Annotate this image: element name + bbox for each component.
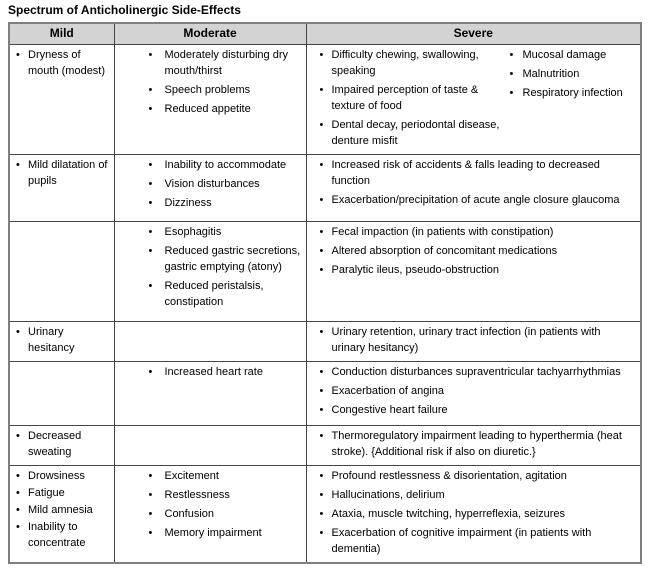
cell-mild bbox=[8, 360, 115, 426]
bullet-list: Excitement Restlessness Confusion Memory im… bbox=[117, 468, 303, 541]
side-effects-table: Mild Moderate Severe Dryness of mouth (m… bbox=[8, 22, 642, 564]
cell-severe: Increased risk of accidents & falls lead… bbox=[305, 153, 642, 222]
column-header-moderate: Moderate bbox=[113, 22, 307, 45]
bullet-item: Conduction disturbances supraventricular… bbox=[309, 364, 638, 380]
bullet-item: Inability to accommodate bbox=[117, 157, 303, 173]
cell-mild: Mild dilatation of pupils bbox=[8, 153, 115, 222]
bullet-item: Reduced peristalsis, constipation bbox=[117, 278, 303, 310]
bullet-item: Exacerbation of angina bbox=[309, 383, 638, 399]
bullet-item: Malnutrition bbox=[505, 66, 638, 82]
table-row: Esophagitis Reduced gastric secretions, g… bbox=[8, 220, 642, 322]
bullet-item: Esophagitis bbox=[117, 224, 303, 240]
bullet-list: Esophagitis Reduced gastric secretions, g… bbox=[117, 224, 303, 310]
bullet-list: Thermoregulatory impairment leading to h… bbox=[309, 428, 638, 460]
bullet-item: Moderately disturbing dry mouth/thirst bbox=[117, 47, 303, 79]
bullet-list: DrowsinessFatigueMild amnesiaInability t… bbox=[12, 468, 111, 551]
bullet-item: Restlessness bbox=[117, 487, 303, 503]
bullet-list: Mild dilatation of pupils bbox=[12, 157, 111, 189]
cell-moderate: Increased heart rate bbox=[113, 360, 307, 426]
bullet-item: Drowsiness bbox=[12, 468, 111, 484]
bullet-list: Dryness of mouth (modest) bbox=[12, 47, 111, 79]
bullet-list: Difficulty chewing, swallowing, speaking… bbox=[309, 47, 505, 152]
bullet-item: Paralytic ileus, pseudo-obstruction bbox=[309, 262, 638, 278]
bullet-list: Urinary retention, urinary tract infecti… bbox=[309, 324, 638, 356]
bullet-item: Difficulty chewing, swallowing, speaking bbox=[309, 47, 505, 79]
cell-moderate bbox=[113, 320, 307, 362]
bullet-item: Dizziness bbox=[117, 195, 303, 211]
cell-mild: DrowsinessFatigueMild amnesiaInability t… bbox=[8, 464, 115, 563]
cell-severe: Difficulty chewing, swallowing, speaking… bbox=[305, 43, 642, 155]
bullet-item: Excitement bbox=[117, 468, 303, 484]
bullet-list: Increased heart rate bbox=[117, 364, 303, 380]
cell-mild: Urinary hesitancy bbox=[8, 320, 115, 362]
bullet-item: Vision disturbances bbox=[117, 176, 303, 192]
bullet-item: Increased heart rate bbox=[117, 364, 303, 380]
bullet-item: Fecal impaction (in patients with consti… bbox=[309, 224, 638, 240]
bullet-item: Fatigue bbox=[12, 485, 111, 501]
bullet-item: Profound restlessness & disorientation, … bbox=[309, 468, 638, 484]
bullet-list: Conduction disturbances supraventricular… bbox=[309, 364, 638, 418]
cell-moderate: Inability to accommodate Vision disturban… bbox=[113, 153, 307, 222]
bullet-list: Profound restlessness & disorientation, … bbox=[309, 468, 638, 557]
bullet-item: Inability to concentrate bbox=[12, 519, 111, 551]
cell-severe: Urinary retention, urinary tract infecti… bbox=[305, 320, 642, 362]
table-row: Increased heart rate Conduction disturban… bbox=[8, 360, 642, 426]
bullet-list: Fecal impaction (in patients with consti… bbox=[309, 224, 638, 278]
bullet-item: Reduced appetite bbox=[117, 101, 303, 117]
cell-severe: Thermoregulatory impairment leading to h… bbox=[305, 424, 642, 466]
cell-moderate: Esophagitis Reduced gastric secretions, g… bbox=[113, 220, 307, 322]
bullet-item: Respiratory infection bbox=[505, 85, 638, 101]
cell-severe: Fecal impaction (in patients with consti… bbox=[305, 220, 642, 322]
bullet-item: Urinary hesitancy bbox=[12, 324, 111, 356]
cell-moderate bbox=[113, 424, 307, 466]
bullet-list: Increased risk of accidents & falls lead… bbox=[309, 157, 638, 208]
bullet-item: Congestive heart failure bbox=[309, 402, 638, 418]
bullet-item: Increased risk of accidents & falls lead… bbox=[309, 157, 638, 189]
bullet-item: Memory impairment bbox=[117, 525, 303, 541]
table-row: Urinary hesitancy Urinary retention, urin… bbox=[8, 320, 642, 362]
cell-mild: Decreased sweating bbox=[8, 424, 115, 466]
bullet-item: Reduced gastric secretions, gastric empt… bbox=[117, 243, 303, 275]
bullet-item: Thermoregulatory impairment leading to h… bbox=[309, 428, 638, 460]
bullet-item: Dental decay, periodontal disease, dentu… bbox=[309, 117, 505, 149]
bullet-list: Mucosal damage Malnutrition Respiratory in… bbox=[505, 47, 638, 152]
table-row: DrowsinessFatigueMild amnesiaInability t… bbox=[8, 464, 642, 563]
bullet-item: Exacerbation/precipitation of acute angl… bbox=[309, 192, 638, 208]
bullet-item: Ataxia, muscle twitching, hyperreflexia,… bbox=[309, 506, 638, 522]
cell-mild bbox=[8, 220, 115, 322]
cell-moderate: Excitement Restlessness Confusion Memory im… bbox=[113, 464, 307, 563]
bullet-item: Exacerbation of cognitive impairment (in… bbox=[309, 525, 638, 557]
cell-moderate: Moderately disturbing dry mouth/thirst Sp… bbox=[113, 43, 307, 155]
bullet-item: Urinary retention, urinary tract infecti… bbox=[309, 324, 638, 356]
bullet-item: Dryness of mouth (modest) bbox=[12, 47, 111, 79]
table-row: Dryness of mouth (modest)Moderately dist… bbox=[8, 43, 642, 155]
bullet-item: Mild amnesia bbox=[12, 502, 111, 518]
bullet-list: Decreased sweating bbox=[12, 428, 111, 460]
header-row: Mild Moderate Severe bbox=[8, 22, 642, 45]
severe-split-columns: Difficulty chewing, swallowing, speaking… bbox=[309, 47, 638, 152]
column-header-mild: Mild bbox=[8, 22, 115, 45]
cell-severe: Conduction disturbances supraventricular… bbox=[305, 360, 642, 426]
table-row: Mild dilatation of pupilsInability to ac… bbox=[8, 153, 642, 222]
column-header-severe: Severe bbox=[305, 22, 642, 45]
table-body: Dryness of mouth (modest)Moderately dist… bbox=[8, 43, 642, 563]
bullet-item: Mucosal damage bbox=[505, 47, 638, 63]
table-row: Decreased sweating Thermoregulatory impai… bbox=[8, 424, 642, 466]
bullet-item: Mild dilatation of pupils bbox=[12, 157, 111, 189]
bullet-item: Altered absorption of concomitant medica… bbox=[309, 243, 638, 259]
cell-mild: Dryness of mouth (modest) bbox=[8, 43, 115, 155]
bullet-list: Urinary hesitancy bbox=[12, 324, 111, 356]
bullet-item: Speech problems bbox=[117, 82, 303, 98]
bullet-list: Inability to accommodate Vision disturban… bbox=[117, 157, 303, 211]
document-title: Spectrum of Anticholinergic Side-Effects bbox=[8, 3, 241, 17]
cell-severe: Profound restlessness & disorientation, … bbox=[305, 464, 642, 563]
bullet-item: Hallucinations, delirium bbox=[309, 487, 638, 503]
bullet-item: Decreased sweating bbox=[12, 428, 111, 460]
bullet-item: Impaired perception of taste & texture o… bbox=[309, 82, 505, 114]
bullet-list: Moderately disturbing dry mouth/thirst Sp… bbox=[117, 47, 303, 117]
bullet-item: Confusion bbox=[117, 506, 303, 522]
